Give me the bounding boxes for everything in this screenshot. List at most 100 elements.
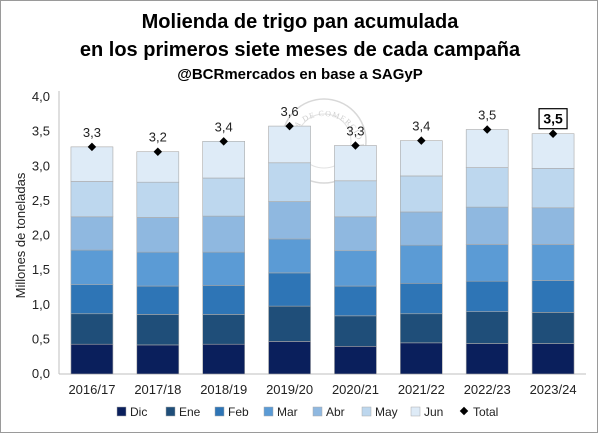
bar-segment-abr bbox=[400, 211, 443, 246]
total-label: 3,6 bbox=[281, 104, 299, 119]
bar-segment-ene bbox=[531, 312, 575, 344]
y-axis-label: Millones de toneladas bbox=[13, 172, 28, 298]
bar-segment-feb bbox=[334, 285, 377, 317]
bar-segment-dic bbox=[465, 343, 509, 375]
x-tick-label: 2016/17 bbox=[68, 382, 115, 397]
y-tick-label: 0,0 bbox=[32, 366, 50, 381]
chart-title-line-2: en los primeros siete meses de cada camp… bbox=[80, 39, 521, 61]
bar-segment-dic bbox=[400, 342, 443, 375]
total-marker bbox=[153, 147, 163, 156]
bar-segment-feb bbox=[136, 285, 180, 315]
legend-swatch-total bbox=[459, 406, 469, 416]
bar-segment-feb bbox=[465, 280, 509, 312]
bar-segment-mar bbox=[70, 249, 114, 285]
bar-segment-may bbox=[202, 177, 245, 217]
chart-title-line-1: Molienda de trigo pan acumulada bbox=[142, 11, 460, 33]
total-label: 3,5 bbox=[478, 108, 496, 123]
bar-segment-may bbox=[465, 167, 509, 208]
bar-segment-may bbox=[334, 180, 377, 218]
bar-segment-jun bbox=[202, 141, 245, 179]
bar-segment-ene bbox=[70, 313, 114, 345]
bar-segment-jun bbox=[465, 129, 509, 168]
x-tick-label: 2023/24 bbox=[530, 382, 577, 397]
bar-segment-ene bbox=[202, 314, 245, 345]
x-tick-label: 2018/19 bbox=[200, 382, 247, 397]
legend-label-total: Total bbox=[473, 405, 498, 419]
bar-segment-abr bbox=[202, 215, 245, 253]
total-label: 3,3 bbox=[346, 123, 364, 138]
bar-segment-dic bbox=[531, 343, 575, 375]
total-label: 3,3 bbox=[83, 125, 101, 140]
x-tick-label: 2022/23 bbox=[464, 382, 511, 397]
total-marker bbox=[87, 142, 97, 152]
bar-segment-feb bbox=[70, 284, 114, 315]
bar-segment-ene bbox=[465, 311, 509, 344]
bar-segment-ene bbox=[268, 305, 311, 342]
bar-segment-ene bbox=[400, 313, 443, 344]
total-label: 3,5 bbox=[543, 111, 563, 127]
y-tick-label: 3,5 bbox=[32, 124, 50, 139]
bar-segment-mar bbox=[202, 251, 245, 286]
legend-swatch-dic bbox=[116, 406, 127, 417]
y-tick-label: 0,5 bbox=[32, 331, 50, 346]
bar-segment-ene bbox=[136, 314, 180, 346]
bar-segment-jun bbox=[531, 133, 575, 169]
bar-segment-abr bbox=[136, 217, 180, 253]
bar-segment-abr bbox=[465, 206, 509, 245]
total-label-box bbox=[538, 108, 568, 130]
total-label: 3,4 bbox=[215, 119, 233, 134]
bar-segment-jun bbox=[400, 140, 443, 177]
total-marker bbox=[417, 136, 426, 145]
bar-segment-feb bbox=[202, 285, 245, 315]
bar-segment-abr bbox=[531, 207, 575, 245]
legend-label-ene: Ene bbox=[179, 405, 201, 419]
legend-swatch-jun bbox=[410, 406, 421, 417]
legend-swatch-mar bbox=[263, 406, 274, 417]
bar-segment-may bbox=[531, 168, 575, 209]
legend-label-feb: Feb bbox=[228, 405, 249, 419]
y-tick-label: 2,0 bbox=[32, 228, 50, 243]
bar-segment-mar bbox=[268, 238, 311, 274]
legend-label-abr: Abr bbox=[326, 405, 345, 419]
bar-segment-abr bbox=[334, 216, 377, 252]
bar-segment-may bbox=[268, 162, 311, 202]
legend-label-mar: Mar bbox=[277, 405, 298, 419]
x-tick-label: 2017/18 bbox=[134, 382, 181, 397]
legend-swatch-abr bbox=[312, 406, 323, 417]
x-tick-label: 2019/20 bbox=[266, 382, 313, 397]
y-tick-label: 1,0 bbox=[32, 297, 50, 312]
bar-segment-dic bbox=[334, 345, 377, 375]
bar-segment-dic bbox=[268, 341, 311, 375]
y-tick-label: 3,0 bbox=[32, 158, 50, 173]
legend-label-may: May bbox=[375, 405, 398, 419]
total-marker bbox=[219, 137, 228, 146]
bar-segment-abr bbox=[268, 201, 311, 240]
bar-segment-may bbox=[136, 181, 180, 218]
total-marker bbox=[482, 125, 492, 134]
y-tick-label: 1,5 bbox=[32, 262, 50, 277]
bar-segment-mar bbox=[400, 244, 443, 284]
bar-segment-jun bbox=[136, 151, 180, 183]
bar-segment-mar bbox=[136, 251, 180, 287]
bar-segment-feb bbox=[268, 272, 311, 307]
bar-segment-dic bbox=[136, 344, 180, 375]
legend-swatch-feb bbox=[214, 406, 225, 417]
legend-swatch-may bbox=[361, 406, 372, 417]
bar-segment-jun bbox=[334, 145, 377, 182]
legend-swatch-ene bbox=[165, 406, 176, 417]
bar-segment-dic bbox=[202, 343, 245, 375]
x-tick-label: 2021/22 bbox=[398, 382, 445, 397]
legend-label-jun: Jun bbox=[424, 405, 443, 419]
bar-segment-may bbox=[70, 181, 114, 218]
bar-segment-feb bbox=[531, 280, 575, 313]
bar-segment-ene bbox=[334, 315, 377, 347]
total-label: 3,4 bbox=[412, 119, 430, 134]
bar-segment-may bbox=[400, 175, 443, 213]
x-tick-label: 2020/21 bbox=[332, 382, 379, 397]
bar-segment-feb bbox=[400, 282, 443, 315]
bar-segment-abr bbox=[70, 216, 114, 251]
total-marker bbox=[285, 121, 294, 131]
y-tick-label: 2,5 bbox=[32, 193, 50, 208]
